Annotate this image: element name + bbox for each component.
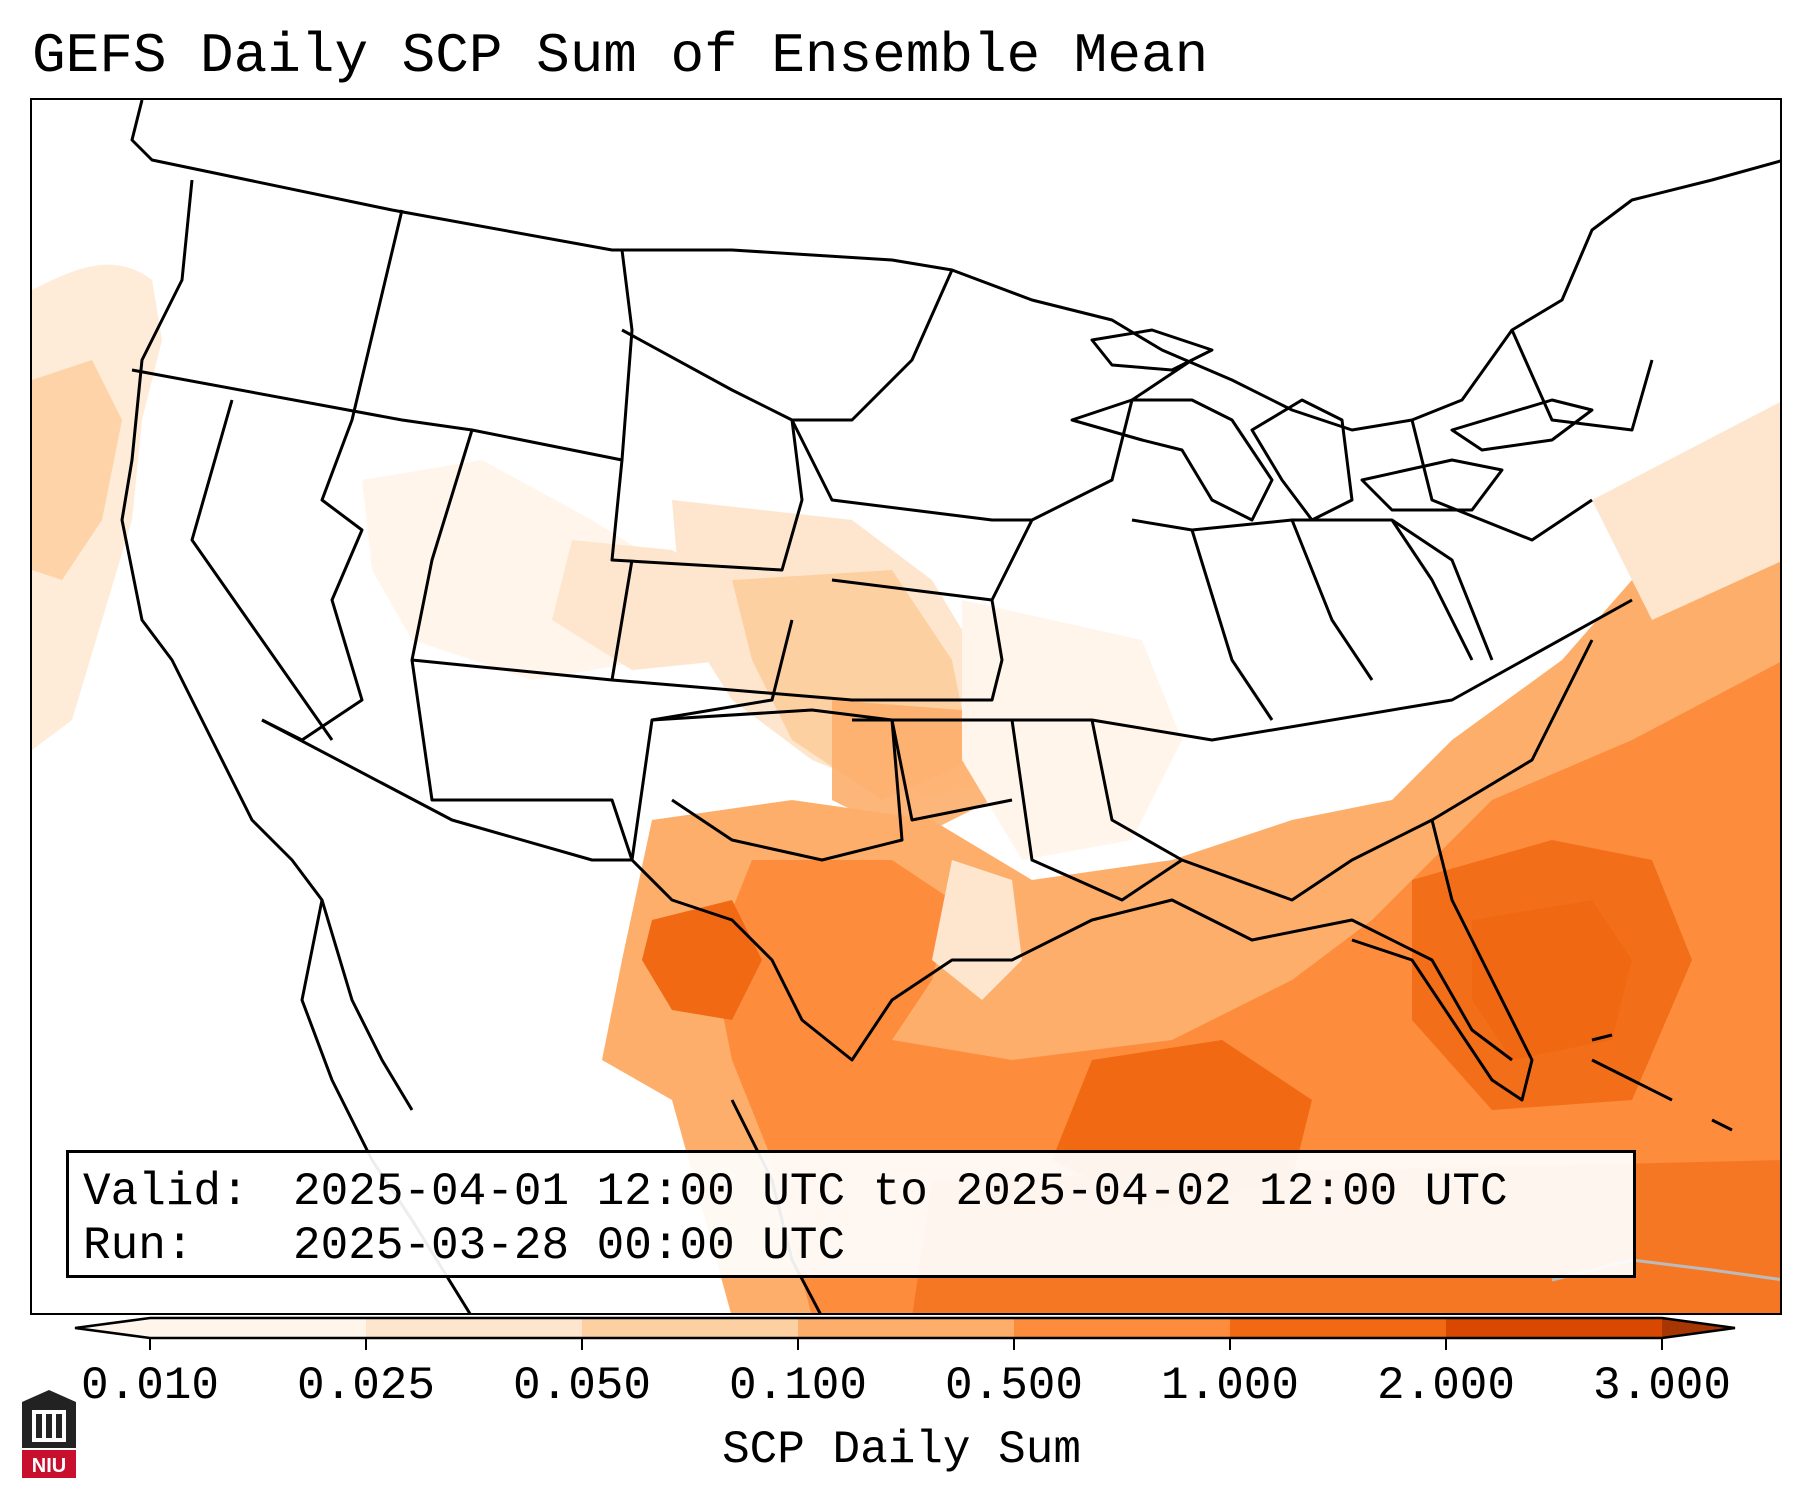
colorbar-extend-right (1662, 1318, 1735, 1338)
valid-line: Valid: 2025-04-01 12:00 UTC to 2025-04-0… (83, 1165, 1619, 1219)
niu-logo: NIU (22, 1390, 76, 1478)
colorbar-tick-label: 0.500 (944, 1360, 1084, 1412)
logo-text: NIU (32, 1455, 66, 1477)
colorbar-label: SCP Daily Sum (722, 1424, 1081, 1476)
valid-value: 2025-04-01 12:00 UTC to 2025-04-02 12:00… (293, 1166, 1508, 1218)
valid-label: Valid: (83, 1166, 249, 1218)
colorbar-tick-label: 2.000 (1376, 1360, 1516, 1412)
colorbar-tick-label: 3.000 (1592, 1360, 1732, 1412)
colorbar-segment (798, 1318, 1015, 1338)
colorbar-segment (150, 1318, 367, 1338)
colorbar-tick-label: 1.000 (1160, 1360, 1300, 1412)
colorbar-segment (1014, 1318, 1231, 1338)
colorbar-segment (366, 1318, 583, 1338)
run-line: Run: 2025-03-28 00:00 UTC (83, 1219, 1619, 1273)
colorbar-segment (582, 1318, 799, 1338)
page-title: GEFS Daily SCP Sum of Ensemble Mean (32, 24, 1209, 88)
colorbar-segment (1230, 1318, 1447, 1338)
colorbar (74, 1316, 1736, 1350)
state-boundaries (120, 100, 1780, 1313)
colorbar-tick-label: 0.010 (80, 1360, 220, 1412)
info-box: Valid: 2025-04-01 12:00 UTC to 2025-04-0… (66, 1150, 1636, 1278)
colorbar-tick-label: 0.050 (512, 1360, 652, 1412)
run-value: 2025-03-28 00:00 UTC (293, 1220, 846, 1272)
colorbar-tick-label: 0.025 (296, 1360, 436, 1412)
run-label: Run: (83, 1220, 194, 1272)
colorbar-tick-label: 0.100 (728, 1360, 868, 1412)
colorbar-segment (1446, 1318, 1663, 1338)
colorbar-extend-left (75, 1318, 150, 1338)
colorbar-ticks (149, 1338, 1663, 1350)
colorbar-segments (74, 1316, 1736, 1340)
